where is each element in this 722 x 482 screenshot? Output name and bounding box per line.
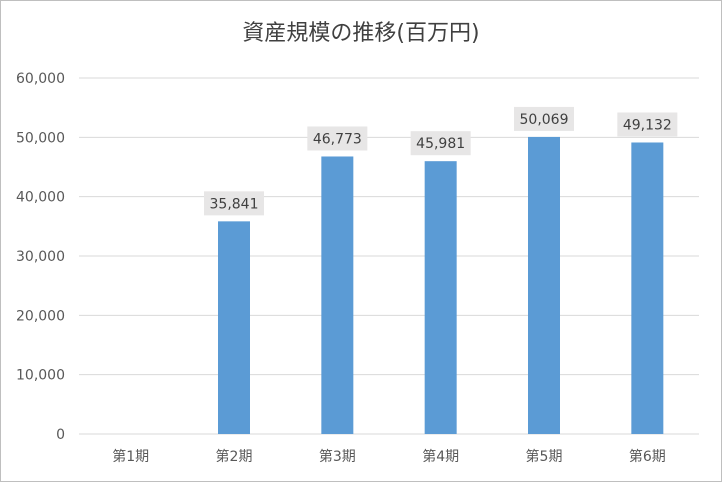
x-category-label: 第2期 bbox=[216, 448, 253, 465]
data-label: 35,841 bbox=[210, 196, 259, 212]
y-tick-label: 60,000 bbox=[16, 71, 65, 87]
x-category-label: 第6期 bbox=[629, 448, 666, 465]
y-tick-label: 50,000 bbox=[16, 130, 65, 146]
data-label-background bbox=[307, 126, 368, 151]
data-label: 49,132 bbox=[623, 117, 672, 133]
x-category-label: 第1期 bbox=[112, 448, 149, 465]
bar bbox=[631, 142, 664, 434]
y-tick-label: 30,000 bbox=[16, 249, 65, 265]
y-tick-label: 40,000 bbox=[16, 190, 65, 206]
x-category-label: 第4期 bbox=[422, 448, 459, 465]
data-label-background bbox=[410, 131, 471, 156]
chart-title: 資産規模の推移(百万円) bbox=[242, 21, 480, 46]
y-tick-label: 10,000 bbox=[16, 368, 65, 384]
bar bbox=[528, 136, 560, 434]
bar bbox=[321, 156, 354, 434]
data-label: 45,981 bbox=[416, 136, 465, 152]
data-label-background bbox=[204, 191, 264, 216]
data-label: 50,069 bbox=[520, 112, 569, 128]
data-label-background bbox=[617, 112, 678, 137]
bar bbox=[424, 161, 457, 435]
data-label: 46,773 bbox=[313, 131, 362, 147]
y-tick-label: 0 bbox=[56, 427, 65, 443]
x-category-label: 第5期 bbox=[526, 448, 563, 465]
data-label-background bbox=[514, 106, 574, 131]
y-tick-label: 20,000 bbox=[16, 308, 65, 324]
bar bbox=[218, 221, 250, 434]
x-category-label: 第3期 bbox=[319, 448, 356, 465]
